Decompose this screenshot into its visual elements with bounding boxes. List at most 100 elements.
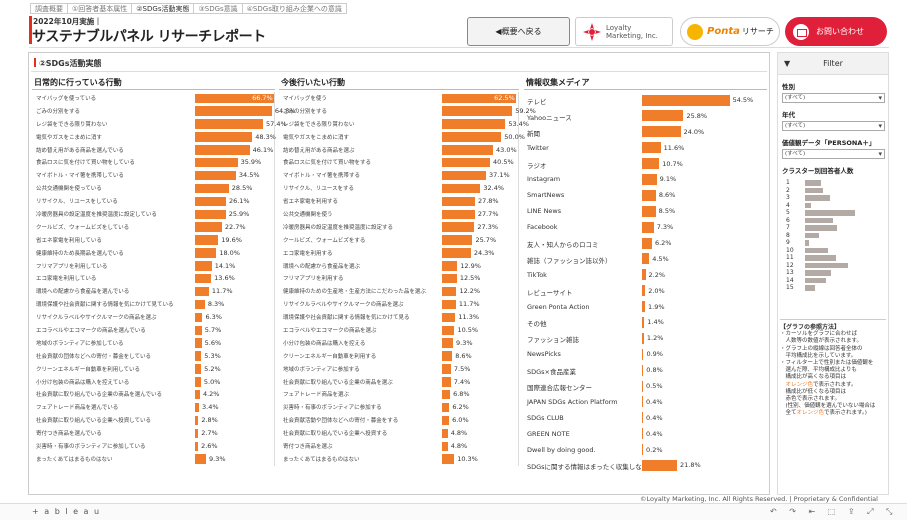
cluster-row[interactable]: 11 — [783, 254, 888, 262]
table-row[interactable]: 社会貢献に取り組んでいる企業へ投資している 2.8% — [32, 414, 274, 427]
bar[interactable] — [195, 273, 212, 284]
bar[interactable] — [195, 402, 200, 413]
bar[interactable] — [442, 93, 517, 103]
table-row[interactable]: 小分け包装の商品は購入を控える 9.3% — [279, 337, 518, 350]
bar[interactable] — [442, 106, 513, 116]
bar[interactable] — [442, 145, 493, 155]
bar[interactable] — [642, 205, 656, 217]
table-row[interactable]: Dwell by doing good. 0.2% — [524, 442, 767, 458]
table-row[interactable]: SDGs CLUB 0.4% — [524, 410, 767, 426]
age-filter-select[interactable]: (すべて) — [782, 121, 885, 131]
bar[interactable] — [642, 332, 644, 344]
table-row[interactable]: 国際連合広報センター 0.5% — [524, 378, 767, 394]
bar[interactable] — [442, 248, 471, 258]
cluster-bar[interactable] — [805, 240, 809, 246]
table-row[interactable]: マイボトル・マイ箸を携帯している 34.5% — [32, 169, 274, 182]
table-row[interactable]: 地域のボランティアに参加する 7.5% — [279, 363, 518, 376]
cluster-bar[interactable] — [805, 225, 837, 231]
bar[interactable] — [195, 351, 202, 361]
table-row[interactable]: 健康維持のため長期品を選んでいる 18.0% — [32, 247, 274, 260]
bar[interactable] — [642, 173, 657, 185]
cluster-row[interactable]: 10 — [783, 247, 888, 255]
bar[interactable] — [642, 269, 646, 281]
bar[interactable] — [195, 377, 201, 387]
bar[interactable] — [442, 428, 448, 439]
table-row[interactable]: GREEN NOTE 0.4% — [524, 426, 767, 442]
table-row[interactable]: マイバッグを使う 62.5% — [279, 92, 518, 105]
table-row[interactable]: 公共交通機関を使う 27.7% — [279, 208, 518, 221]
table-row[interactable]: まったくあてはまるものはない 10.3% — [279, 453, 518, 466]
bar[interactable] — [195, 145, 250, 155]
bar[interactable] — [442, 364, 451, 374]
table-row[interactable]: ラジオ 10.7% — [524, 156, 767, 172]
table-row[interactable]: 電気やガスをこまめに消す 50.0% — [279, 131, 525, 144]
tab-2[interactable]: ②SDGs活動実態 — [131, 3, 194, 14]
table-row[interactable]: 食品ロスに気を付けて買い物をする 40.5% — [279, 156, 518, 169]
table-row[interactable]: テレビ 54.5% — [524, 92, 767, 108]
table-row[interactable]: 災害時・有事のボランティアに参加している 2.6% — [32, 440, 274, 453]
bar[interactable] — [642, 253, 650, 265]
loyalty-marketing-logo[interactable]: Loyalty Marketing, Inc. — [575, 17, 673, 46]
table-row[interactable]: 詰め替え用がある商品を選んでいる 46.1% — [32, 144, 274, 157]
tab-0[interactable]: 調査概要 — [30, 3, 67, 14]
bar[interactable] — [442, 325, 455, 336]
table-row[interactable]: 雑誌（ファッション誌以外） 4.5% — [524, 251, 767, 267]
table-row[interactable]: 環境保護や社会貢献に関する情報を気にかけて見る 11.3% — [279, 311, 518, 324]
table-row[interactable]: SmartNews 8.6% — [524, 187, 767, 203]
cluster-row[interactable]: 14 — [783, 277, 888, 285]
bar[interactable] — [442, 312, 456, 323]
table-row[interactable]: 地域のボランティアに参加している 5.6% — [32, 337, 274, 350]
table-row[interactable]: 社会貢献活動や団体などへの寄付・募金をする 6.0% — [279, 414, 518, 427]
table-row[interactable]: クールビズ、ウォームビズをしている 22.7% — [32, 221, 274, 234]
cluster-bar[interactable] — [805, 247, 828, 253]
table-row[interactable]: 社会貢献に取り組んでいる企業の商品を選んでいる 4.2% — [32, 388, 274, 401]
table-row[interactable]: 寄付つき商品を選ぶ 4.8% — [279, 440, 518, 453]
bar[interactable] — [642, 348, 644, 360]
bar[interactable] — [642, 94, 730, 106]
table-row[interactable]: クリーンエネルギー自動車を利用している 5.2% — [32, 363, 274, 376]
table-row[interactable]: 新聞 24.0% — [524, 124, 767, 140]
bar[interactable] — [195, 364, 202, 374]
table-row[interactable]: エコラベルやエコマークの商品を選んでいる 5.7% — [32, 324, 274, 337]
ponta-research-logo[interactable]: Ponta リサーチ — [680, 17, 780, 46]
bar[interactable] — [195, 312, 203, 323]
cluster-row[interactable]: 2 — [783, 187, 888, 195]
bar[interactable] — [442, 402, 450, 413]
bar[interactable] — [442, 454, 455, 464]
table-row[interactable]: マイバッグを使っている 66.7% — [32, 92, 275, 105]
cluster-row[interactable]: 4 — [783, 202, 888, 210]
bar[interactable] — [442, 338, 454, 348]
bar[interactable] — [442, 351, 453, 361]
table-row[interactable]: 公共交通機関を使っている 28.5% — [32, 182, 274, 195]
bar[interactable] — [442, 132, 502, 142]
table-row[interactable]: リサイクルラベルやサイクルマークの商品を選ぶ 6.3% — [32, 311, 274, 324]
bar[interactable] — [642, 126, 681, 138]
bar[interactable] — [642, 444, 643, 456]
back-to-overview-button[interactable]: ◀概要へ戻る — [467, 17, 570, 46]
table-row[interactable]: リサイクル、リユースをする 32.4% — [279, 182, 518, 195]
bar[interactable] — [195, 93, 275, 103]
bar[interactable] — [442, 415, 450, 426]
gender-filter-select[interactable]: (すべて) — [782, 93, 885, 103]
table-row[interactable]: フェアトレード商品を選ぶ 6.8% — [279, 388, 518, 401]
bar[interactable] — [642, 428, 643, 440]
table-row[interactable]: NewsPicks 0.9% — [524, 346, 767, 362]
table-row[interactable]: エコ家電を利用している 13.6% — [32, 272, 274, 285]
bar[interactable] — [442, 209, 475, 220]
bar[interactable] — [442, 119, 506, 129]
cluster-row[interactable]: 7 — [783, 224, 888, 232]
table-row[interactable]: 社会貢献に取り組んでいる企業の商品を選ぶ 7.4% — [279, 376, 518, 389]
bar[interactable] — [195, 261, 212, 271]
bar[interactable] — [642, 189, 656, 201]
bar[interactable] — [642, 301, 646, 313]
bar[interactable] — [195, 132, 253, 142]
bar[interactable] — [195, 415, 199, 426]
table-row[interactable]: リサイクル、リユースをしている 26.1% — [32, 195, 274, 208]
table-row[interactable]: ごみの分別をする 59.2% — [279, 105, 536, 118]
bar[interactable] — [195, 325, 202, 336]
table-row[interactable]: フェアトレード商品を選んでいる 3.4% — [32, 401, 274, 414]
table-row[interactable]: JAPAN SDGs Action Platform 0.4% — [524, 394, 767, 410]
table-row[interactable]: クールビズ、ウォームビズをする 25.7% — [279, 234, 518, 247]
table-row[interactable]: フリマアプリを利用している 14.1% — [32, 260, 274, 273]
toolbar-icons[interactable]: ↶ ↷ ⇤ ⬚ ⇪ ⤢ ⤡ — [770, 507, 898, 516]
